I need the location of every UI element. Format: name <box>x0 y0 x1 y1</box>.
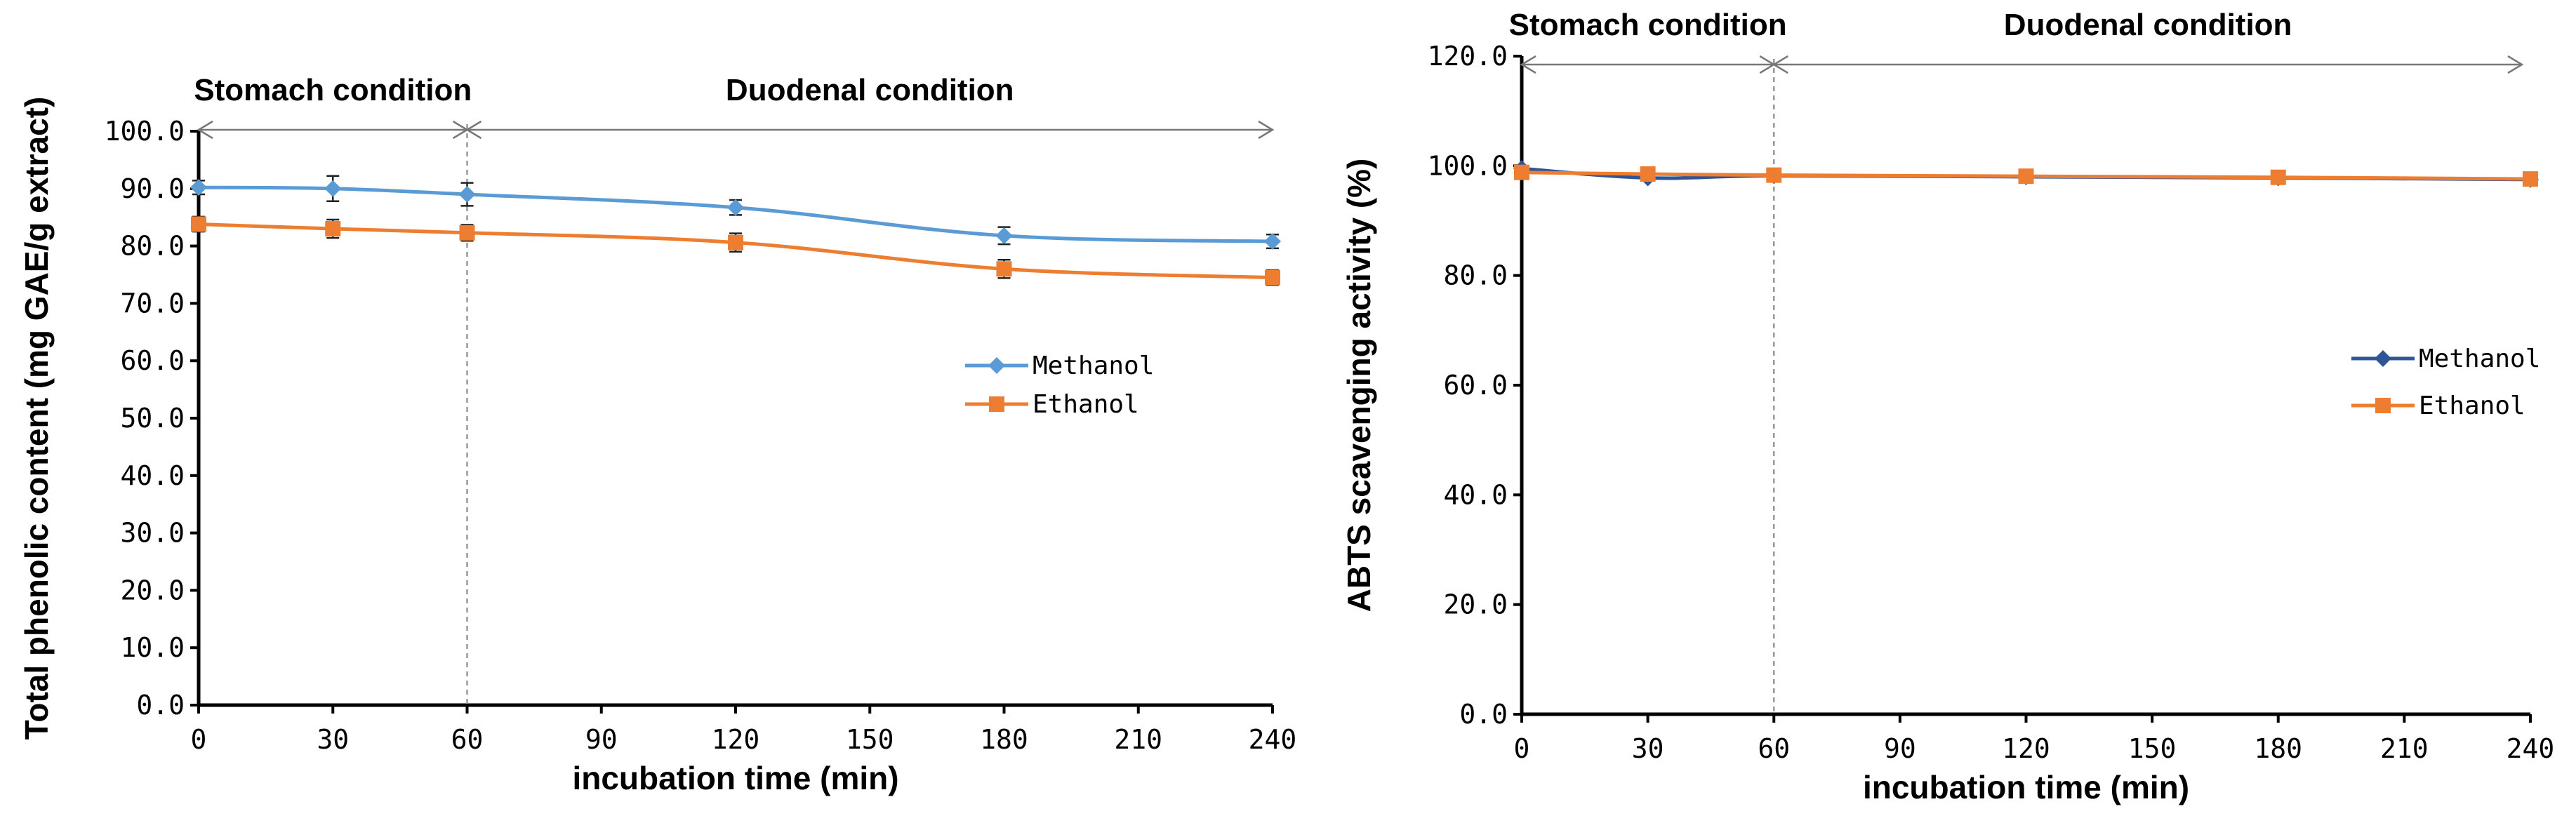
arrowhead-right <box>1258 120 1275 140</box>
x-tick-label: 120 <box>712 724 760 755</box>
legend-marker <box>989 396 1004 412</box>
ethanol-point <box>1640 166 1656 182</box>
ethanol-point <box>325 221 341 237</box>
y-tick-label: 120.0 <box>1428 41 1508 72</box>
stomach-condition-label: Stomach condition <box>194 73 472 107</box>
y-tick-label: 0.0 <box>136 690 185 721</box>
legend-label: Ethanol <box>1033 390 1139 419</box>
ethanol-point <box>1514 164 1529 180</box>
x-tick-label: 180 <box>980 724 1028 755</box>
x-tick-label: 0 <box>1514 733 1530 764</box>
x-axis-title: incubation time (min) <box>1863 769 2189 805</box>
arrowhead-left <box>1520 55 1536 74</box>
x-tick-label: 60 <box>451 724 484 755</box>
series-ethanol <box>191 215 1280 286</box>
legend-item-methanol: Methanol <box>2351 344 2540 373</box>
legend-marker <box>2375 398 2391 413</box>
legend-label: Methanol <box>2419 344 2540 373</box>
y-tick-label: 40.0 <box>1443 479 1508 510</box>
methanol-point <box>190 179 207 196</box>
y-tick-label: 100.0 <box>105 116 185 147</box>
y-tick-label: 100.0 <box>1428 150 1508 181</box>
x-tick-label: 150 <box>2128 733 2177 764</box>
x-tick-label: 240 <box>1249 724 1297 755</box>
legend-label: Methanol <box>1033 352 1154 380</box>
x-tick-label: 120 <box>2002 733 2050 764</box>
y-tick-label: 80.0 <box>120 231 185 262</box>
y-tick-label: 30.0 <box>120 518 185 549</box>
x-tick-label: 90 <box>585 724 618 755</box>
y-tick-label: 70.0 <box>120 288 185 319</box>
chart-2: 0.0 20.0 40.0 60.0 80.0 100.0 120.0 0 30 60 90 120 1… <box>1341 8 2554 805</box>
ethanol-point <box>459 225 475 241</box>
y-axis-title: Total phenolic content (mg GAE/g extract… <box>18 97 55 740</box>
legend-item-ethanol: Ethanol <box>965 390 1139 419</box>
arrowhead-duodenal-start <box>465 120 482 140</box>
y-tick-label: 50.0 <box>120 403 185 434</box>
legend-marker <box>988 357 1005 374</box>
x-axis-title: incubation time (min) <box>572 760 898 796</box>
legend-label: Ethanol <box>2419 391 2525 420</box>
methanol-point <box>995 227 1013 244</box>
ethanol-point <box>1265 269 1280 286</box>
y-tick-label: 20.0 <box>120 575 185 605</box>
ethanol-point <box>2018 168 2034 185</box>
y-tick-label: 40.0 <box>120 460 185 491</box>
methanol-point <box>727 199 744 216</box>
legend-item-methanol: Methanol <box>965 352 1154 380</box>
y-tick-label: 0.0 <box>1459 699 1508 730</box>
x-tick-label: 60 <box>1758 733 1790 764</box>
methanol-point <box>458 185 476 203</box>
ethanol-point <box>1766 167 1782 183</box>
y-tick-label: 80.0 <box>1443 260 1508 291</box>
duodenal-condition-label: Duodenal condition <box>726 73 1014 107</box>
chart-1: 0.0 10.0 20.0 30.0 40.0 50.0 60.0 70.0 80.0 90.0 1… <box>18 73 1296 796</box>
y-tick-label: 90.0 <box>120 173 185 204</box>
legend-marker <box>2375 350 2391 367</box>
legend-item-ethanol: Ethanol <box>2351 391 2525 420</box>
y-tick-label: 60.0 <box>1443 370 1508 401</box>
ethanol-point <box>2523 171 2538 187</box>
x-tick-label: 240 <box>2507 733 2555 764</box>
x-tick-label: 210 <box>1114 724 1162 755</box>
y-axis-title: ABTS scavenging activity (%) <box>1341 159 1377 613</box>
ethanol-point <box>728 234 743 250</box>
x-tick-label: 90 <box>1884 733 1916 764</box>
ethanol-point <box>2270 169 2286 185</box>
ethanol-point <box>191 216 206 232</box>
ethanol-point <box>996 261 1012 277</box>
x-tick-label: 180 <box>2254 733 2302 764</box>
x-tick-label: 150 <box>846 724 894 755</box>
x-tick-label: 210 <box>2380 733 2429 764</box>
stomach-condition-label: Stomach condition <box>1509 8 1787 42</box>
duodenal-condition-label: Duodenal condition <box>2004 8 2292 42</box>
methanol-point <box>1264 233 1281 250</box>
y-tick-label: 20.0 <box>1443 589 1508 620</box>
series-ethanol <box>1514 164 2538 187</box>
arrowhead-duodenal-start <box>1772 55 1788 74</box>
x-tick-label: 0 <box>191 724 207 755</box>
arrowhead-right <box>2507 55 2524 74</box>
x-tick-label: 30 <box>1632 733 1664 764</box>
series-methanol <box>190 175 1281 250</box>
arrowhead-left <box>197 120 213 140</box>
y-tick-label: 10.0 <box>120 632 185 663</box>
methanol-point <box>324 180 342 197</box>
y-tick-label: 60.0 <box>120 345 185 376</box>
x-tick-label: 30 <box>317 724 349 755</box>
